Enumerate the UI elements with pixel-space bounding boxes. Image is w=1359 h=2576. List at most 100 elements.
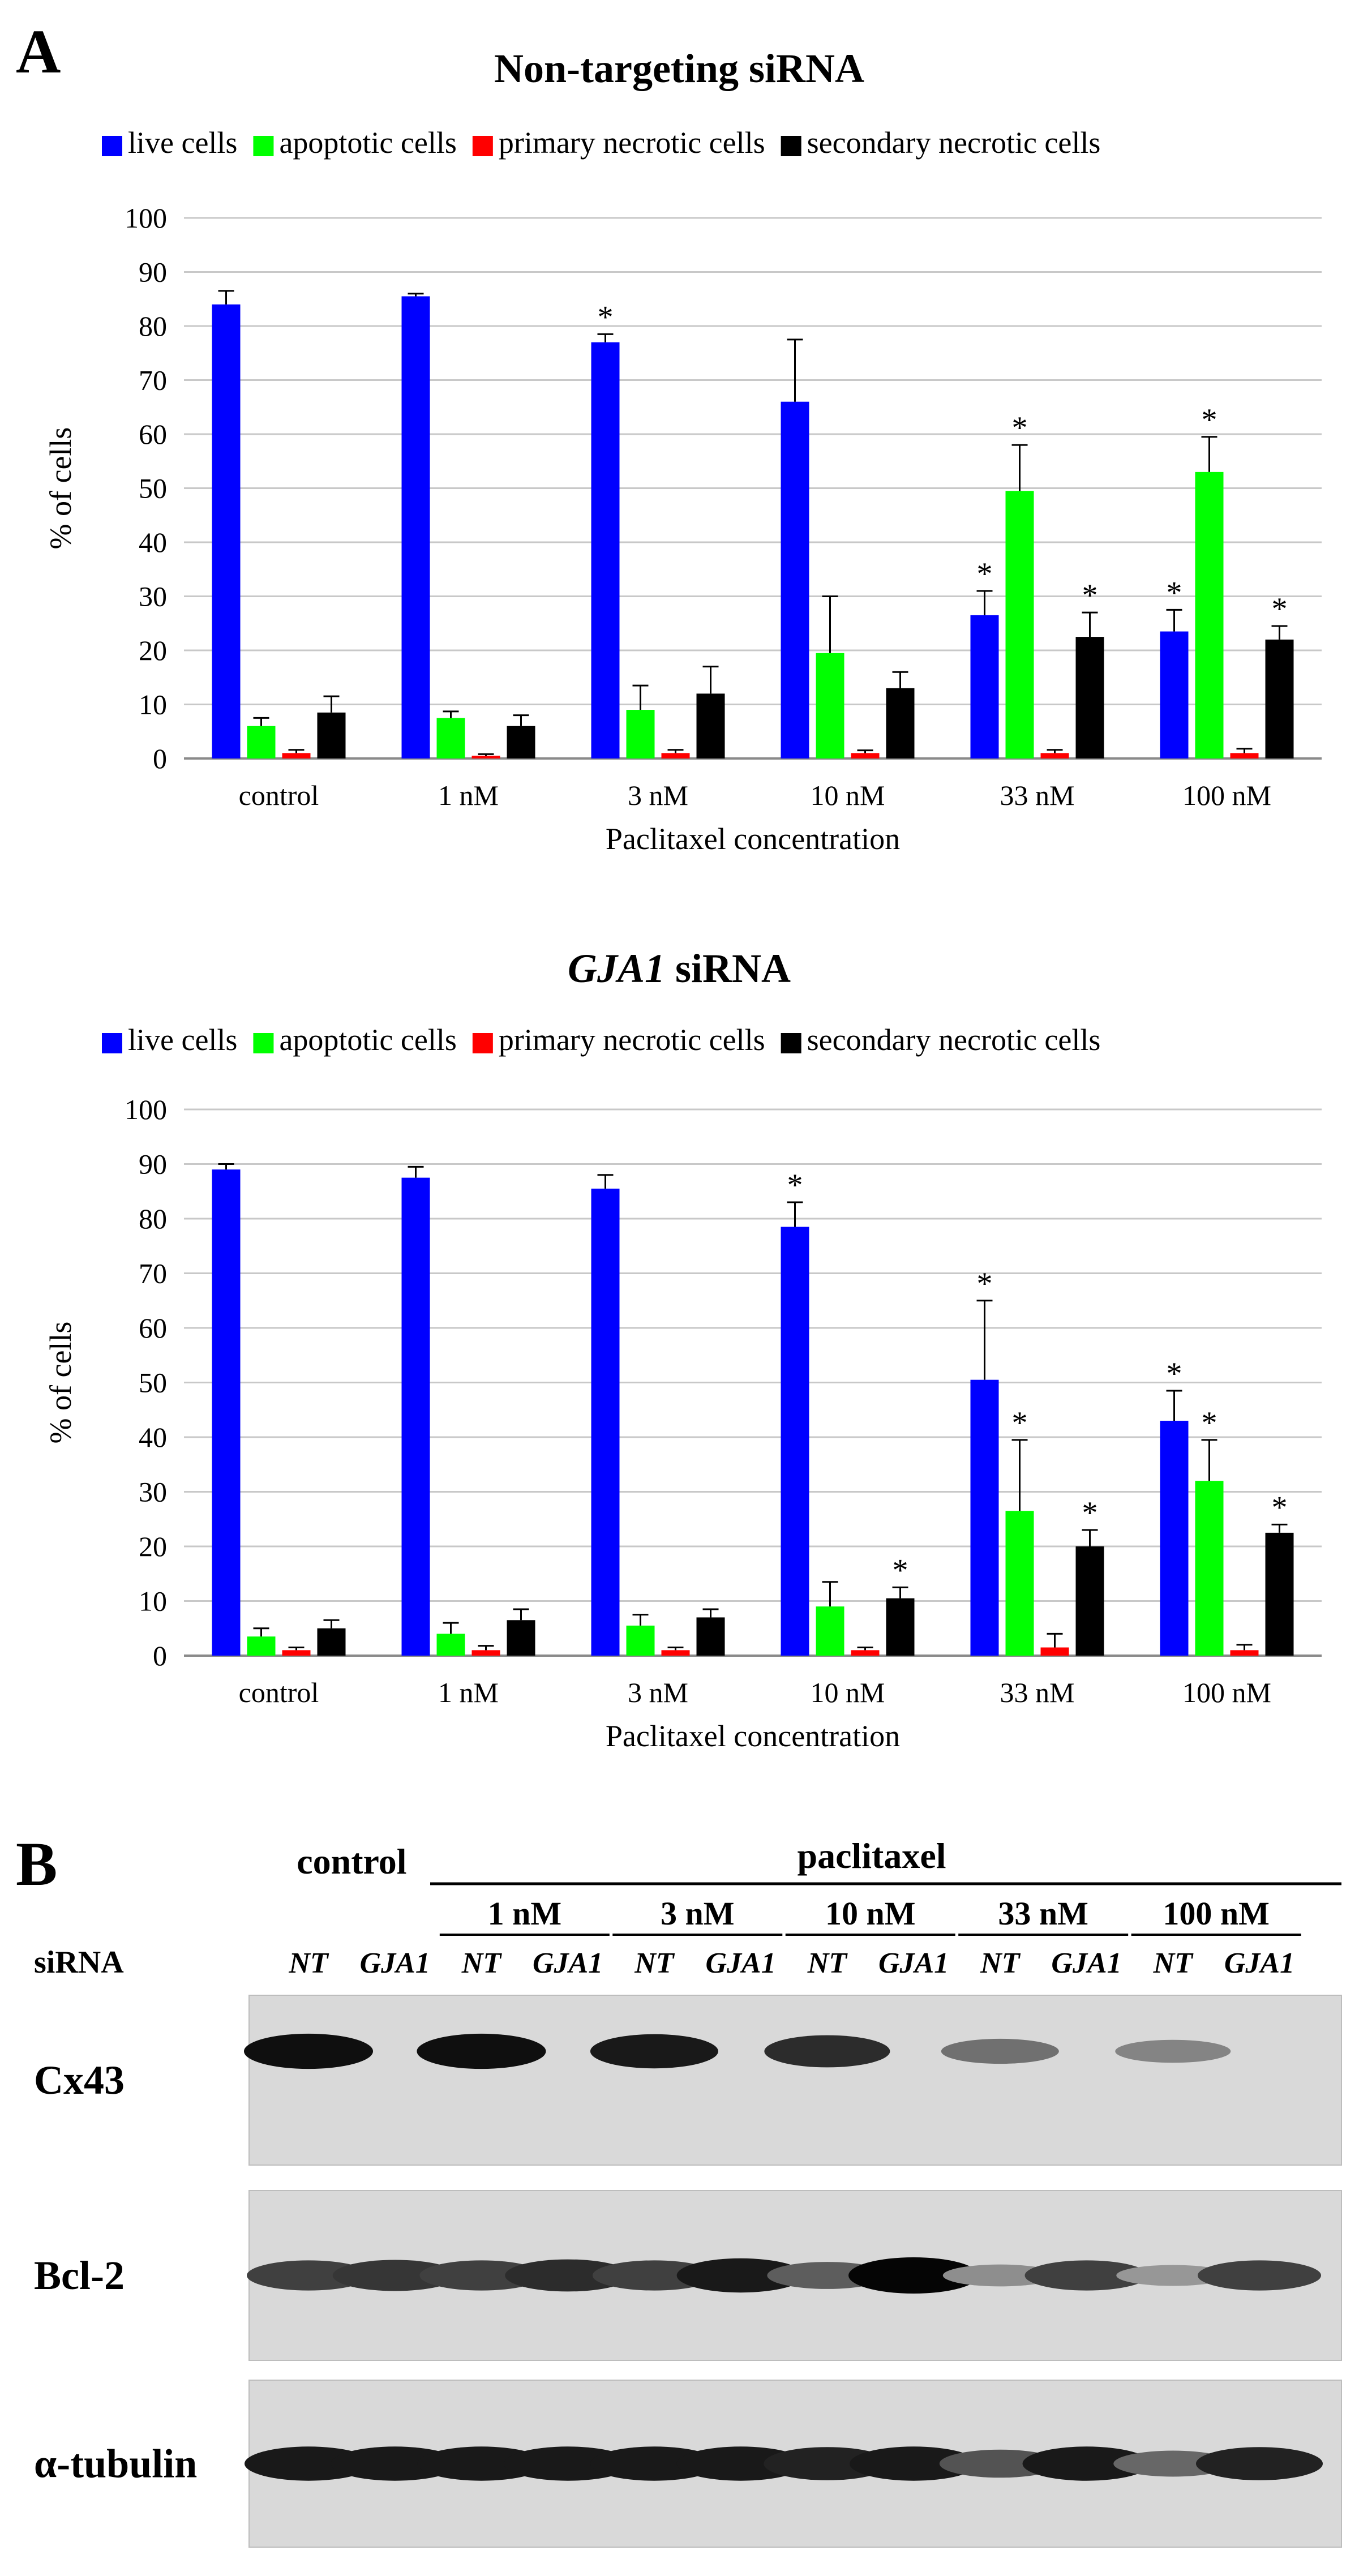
y-tick-label: 0: [153, 743, 167, 774]
concentration-label: 10 nM: [825, 1895, 916, 1932]
bar-secondary-necrotic-cells: [1265, 639, 1294, 758]
bar-live-cells: [970, 615, 999, 758]
y-tick-label: 80: [139, 1203, 167, 1235]
y-tick-label: 60: [139, 418, 167, 450]
bar-apoptotic-cells: [1195, 1481, 1224, 1656]
panel-b-label: B: [16, 1829, 57, 1898]
x-tick-label: control: [239, 1677, 319, 1708]
y-tick-label: 30: [139, 581, 167, 612]
paclitaxel-label: paclitaxel: [797, 1836, 946, 1876]
blot-band: [764, 2035, 890, 2068]
bar-primary-necrotic-cells: [1040, 753, 1069, 758]
bar-primary-necrotic-cells: [1230, 753, 1259, 758]
x-tick-label: 10 nM: [811, 779, 885, 811]
bar-secondary-necrotic-cells: [317, 712, 346, 758]
lane-label: GJA1: [1224, 1947, 1294, 1979]
bar-live-cells: [401, 1177, 430, 1656]
blot-band: [942, 2264, 1057, 2287]
legend-label-2: primary necrotic cells: [499, 126, 765, 160]
legend-label-3: secondary necrotic cells: [807, 1023, 1101, 1057]
bar-live-cells: [781, 1227, 809, 1656]
bar-apoptotic-cells: [1195, 472, 1224, 758]
legend-swatch-0: [102, 1033, 122, 1053]
blot-band: [1116, 2265, 1230, 2286]
bar-primary-necrotic-cells: [471, 1650, 500, 1656]
y-axis-label: % of cells: [44, 427, 78, 550]
lane-label: NT: [461, 1947, 503, 1979]
significance-asterisk: *: [893, 1553, 908, 1588]
blot-label: Bcl-2: [34, 2253, 125, 2298]
legend-swatch-1: [253, 1033, 274, 1053]
bar-primary-necrotic-cells: [851, 1650, 880, 1656]
significance-asterisk: *: [1167, 1356, 1182, 1391]
y-tick-label: 50: [139, 473, 167, 504]
lane-label: NT: [980, 1947, 1021, 1979]
x-tick-label: 3 nM: [628, 779, 688, 811]
lane-label: NT: [288, 1947, 329, 1979]
y-tick-label: 80: [139, 310, 167, 342]
lane-label: GJA1: [706, 1947, 776, 1979]
bar-secondary-necrotic-cells: [1075, 637, 1104, 758]
significance-asterisk: *: [1272, 1490, 1288, 1525]
significance-asterisk: *: [1202, 1405, 1217, 1441]
bar-live-cells: [212, 1169, 241, 1656]
bar-apoptotic-cells: [1005, 491, 1034, 758]
lane-label: NT: [807, 1947, 848, 1979]
bar-secondary-necrotic-cells: [886, 1598, 915, 1656]
y-tick-label: 90: [139, 1148, 167, 1180]
y-tick-label: 20: [139, 1531, 167, 1562]
bar-live-cells: [591, 1188, 620, 1656]
y-tick-label: 0: [153, 1640, 167, 1671]
chart-title-italic: GJA1: [568, 946, 665, 991]
concentration-label: 3 nM: [661, 1895, 735, 1932]
x-tick-label: 33 nM: [1000, 779, 1075, 811]
legend-swatch-2: [472, 136, 493, 156]
significance-asterisk: *: [1012, 410, 1028, 445]
western-blot: control paclitaxel 1 nM 3 nM 10 nM 33 nM 100 n…: [34, 1836, 1342, 2548]
x-tick-label: 100 nM: [1182, 779, 1271, 811]
panel-a-label: A: [16, 17, 61, 86]
blot-band: [332, 2260, 457, 2291]
chart-title: GJA1 siRNA: [568, 946, 791, 991]
y-tick-label: 50: [139, 1367, 167, 1399]
x-tick-label: 33 nM: [1000, 1677, 1075, 1708]
significance-asterisk: *: [977, 1266, 993, 1301]
blot-band: [941, 2038, 1059, 2064]
blot-band: [1196, 2447, 1323, 2480]
x-tick-label: 1 nM: [438, 779, 499, 811]
bar-live-cells: [212, 304, 241, 758]
bar-apoptotic-cells: [816, 1606, 844, 1656]
bar-apoptotic-cells: [816, 653, 844, 758]
bar-live-cells: [781, 401, 809, 758]
bar-apoptotic-cells: [626, 1625, 655, 1656]
blot-label: Cx43: [34, 2058, 125, 2103]
lane-label: NT: [634, 1947, 675, 1979]
blot-membrane: [248, 1995, 1342, 2166]
legend-label-3: secondary necrotic cells: [807, 126, 1101, 160]
significance-asterisk: *: [1082, 578, 1098, 613]
bar-primary-necrotic-cells: [661, 1650, 690, 1656]
bar-secondary-necrotic-cells: [507, 1620, 535, 1656]
significance-asterisk: *: [1202, 402, 1217, 438]
x-axis-label: Paclitaxel concentration: [606, 822, 900, 856]
y-tick-label: 90: [139, 256, 167, 288]
bar-live-cells: [1160, 1421, 1189, 1656]
concentration-label: 33 nM: [998, 1895, 1088, 1932]
bar-apoptotic-cells: [247, 1636, 276, 1656]
significance-asterisk: *: [1082, 1495, 1098, 1531]
y-tick-label: 40: [139, 526, 167, 558]
chart-gja1: GJA1 siRNA live cells apoptotic cells prim…: [44, 946, 1322, 1753]
bar-apoptotic-cells: [436, 1634, 465, 1656]
concentration-label: 100 nM: [1163, 1895, 1270, 1932]
blot-band: [505, 2259, 631, 2292]
blot-band: [850, 2446, 978, 2481]
legend-label-2: primary necrotic cells: [499, 1023, 765, 1057]
bar-live-cells: [1160, 631, 1189, 758]
y-tick-label: 70: [139, 1258, 167, 1289]
lane-label: GJA1: [360, 1947, 430, 1979]
lane-label: GJA1: [533, 1947, 603, 1979]
bar-primary-necrotic-cells: [282, 753, 311, 758]
significance-asterisk: *: [977, 556, 993, 592]
x-tick-label: control: [239, 779, 319, 811]
y-tick-label: 20: [139, 635, 167, 666]
